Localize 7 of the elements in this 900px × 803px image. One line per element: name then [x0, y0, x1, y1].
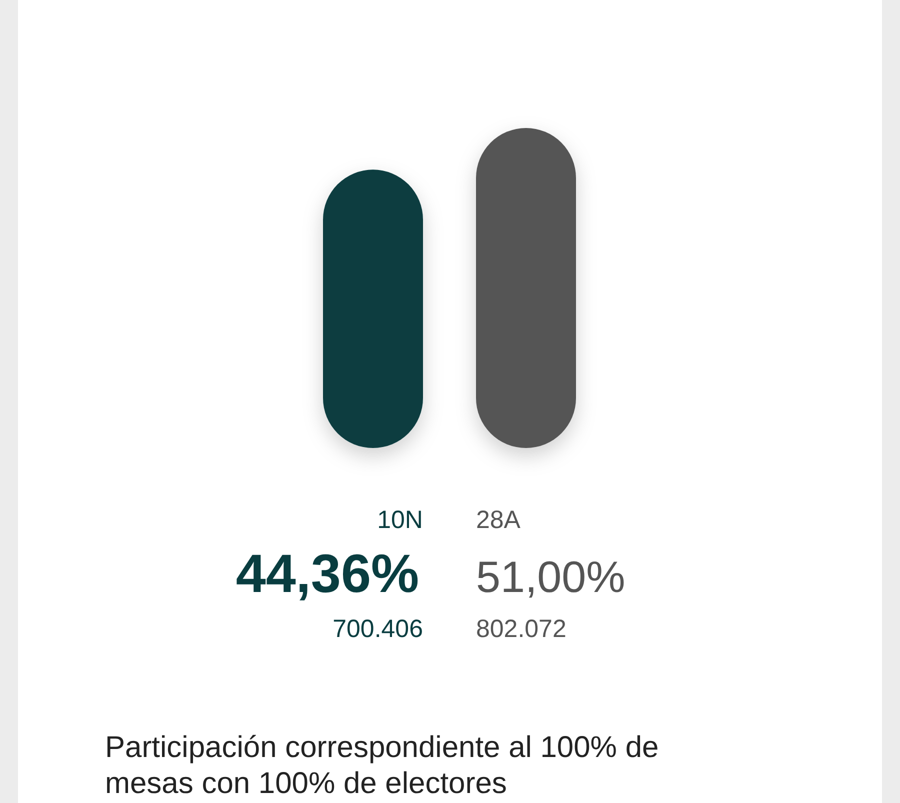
x-tick-label: 10N [377, 506, 423, 534]
text: Participación correspondiente al 100% de mesas con 100% de electores [105, 731, 659, 800]
data-label: 51,00% [476, 553, 626, 602]
text: 802.072 [476, 615, 566, 643]
data-label: 44,36% [236, 544, 419, 604]
text: 700.406 [332, 615, 423, 643]
x-tick-label: 28A [476, 506, 521, 534]
